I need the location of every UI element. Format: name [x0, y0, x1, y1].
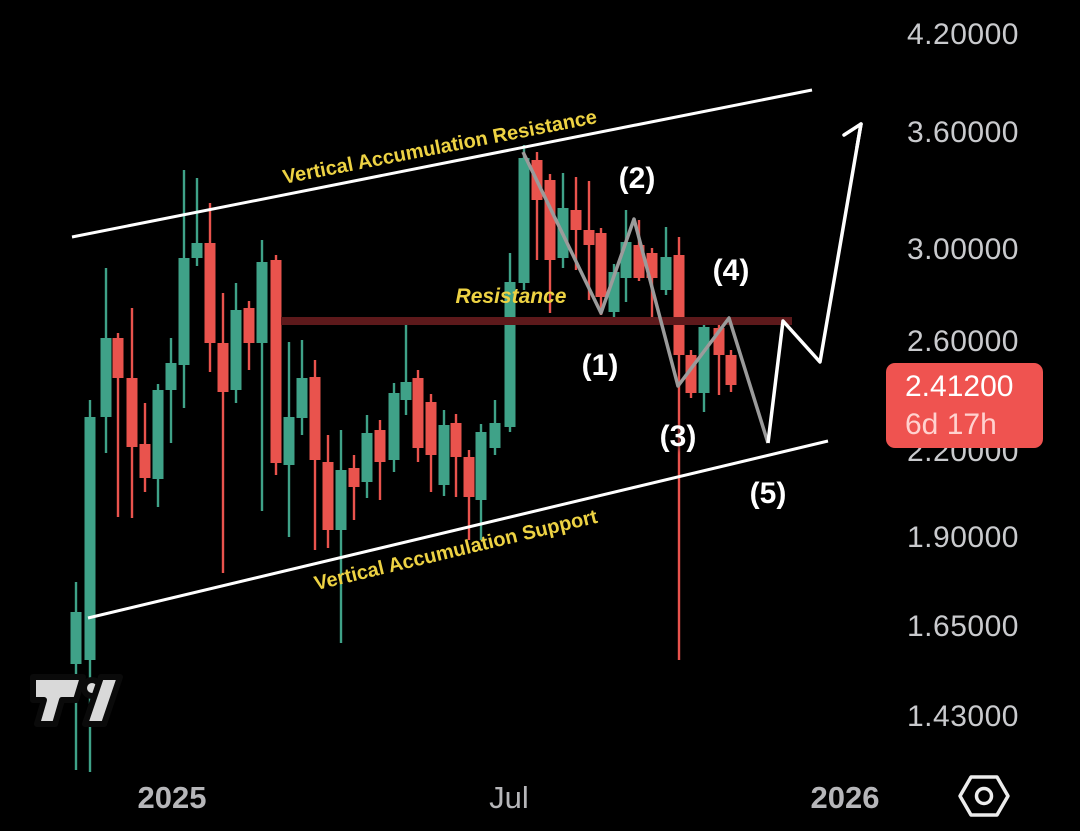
- candle-body: [84, 417, 96, 660]
- candle-body: [374, 430, 386, 462]
- candle-body: [100, 338, 112, 417]
- candle-body: [217, 343, 229, 392]
- price-axis-label: 2.60000: [907, 325, 1019, 358]
- candle-body: [713, 328, 725, 355]
- candle-wick: [221, 293, 225, 573]
- projection-path: [766, 123, 863, 444]
- candle-body: [296, 378, 308, 418]
- time-axis-label: 2026: [810, 780, 880, 815]
- candle-wick: [535, 152, 539, 260]
- candle-body: [450, 423, 462, 457]
- last-price-badge[interactable]: 2.41200 6d 17h: [886, 363, 1043, 448]
- wave-label: (2): [618, 162, 656, 195]
- bar-countdown: 6d 17h: [905, 407, 997, 441]
- candle-wick: [352, 455, 356, 520]
- candle-body: [725, 355, 737, 385]
- candle-body: [335, 470, 347, 530]
- wave-count-path: [521, 151, 770, 444]
- wave-label: (4): [712, 254, 750, 287]
- candle-body: [70, 612, 82, 664]
- candle-wick: [116, 333, 120, 517]
- candle-body: [438, 425, 450, 485]
- candle-body: [400, 382, 412, 400]
- last-price-value: 2.41200: [905, 369, 1014, 403]
- candle-wick: [195, 178, 199, 266]
- hexagon-settings-icon[interactable]: [952, 770, 1012, 822]
- channel-resistance-trendline[interactable]: [71, 88, 813, 239]
- candle-body: [475, 432, 487, 500]
- tradingview-logo[interactable]: [22, 662, 126, 734]
- candle-body: [322, 462, 334, 530]
- candle-wick: [260, 240, 264, 511]
- candles: [70, 145, 737, 772]
- candle-body: [425, 402, 437, 455]
- candle-body: [178, 258, 190, 365]
- candle-body: [504, 282, 516, 427]
- candle-wick: [677, 237, 681, 660]
- candle-body: [595, 233, 607, 297]
- candle-body: [463, 457, 475, 497]
- price-axis-label: 4.20000: [907, 18, 1019, 51]
- wave-label: (5): [749, 477, 787, 510]
- time-axis-label: Jul: [489, 780, 529, 815]
- price-axis-label: 1.43000: [907, 700, 1019, 733]
- time-axis-label: 2025: [137, 780, 207, 815]
- candle-body: [583, 230, 595, 245]
- candle-body: [660, 257, 672, 290]
- candle-wick: [339, 430, 343, 643]
- resistance-level-label: Resistance: [455, 285, 567, 308]
- candle-wick: [717, 317, 721, 395]
- horizontal-resistance-line[interactable]: [281, 317, 792, 325]
- candle-body: [608, 272, 620, 312]
- candle-body: [361, 433, 373, 482]
- candle-body: [412, 378, 424, 448]
- projection-arrowhead: [855, 122, 863, 149]
- price-axis-label: 1.65000: [907, 610, 1019, 643]
- candle-body: [309, 377, 321, 460]
- candle-body: [112, 338, 124, 378]
- candle-wick: [404, 325, 408, 415]
- candle-body: [270, 260, 282, 463]
- candle-body: [698, 327, 710, 393]
- candle-body: [348, 468, 360, 487]
- candle-body: [283, 417, 295, 465]
- candle-body: [518, 158, 530, 283]
- candle-body: [204, 243, 216, 343]
- price-axis-label: 1.90000: [907, 521, 1019, 554]
- candle-body: [685, 355, 697, 393]
- candle-body: [191, 243, 203, 258]
- wave-label: (3): [659, 420, 697, 453]
- candle-body: [544, 180, 556, 260]
- channel-support-trendline[interactable]: [87, 439, 829, 620]
- price-axis-label: 3.60000: [907, 116, 1019, 149]
- candle-body: [126, 378, 138, 447]
- candle-body: [620, 242, 632, 278]
- candle-body: [673, 255, 685, 355]
- candle-body: [489, 423, 501, 448]
- candle-body: [139, 444, 151, 478]
- candle-body: [165, 363, 177, 390]
- candle-body: [633, 245, 645, 278]
- candle-body: [243, 308, 255, 343]
- candle-body: [570, 210, 582, 230]
- projection-arrowhead: [842, 122, 863, 137]
- candle-body: [152, 390, 164, 479]
- price-axis-label: 3.00000: [907, 233, 1019, 266]
- candle-body: [388, 393, 400, 460]
- candle-body: [256, 262, 268, 343]
- candle-wick: [169, 338, 173, 443]
- candle-body: [230, 310, 242, 390]
- wave-label: (1): [581, 349, 619, 382]
- candle-body: [646, 253, 658, 278]
